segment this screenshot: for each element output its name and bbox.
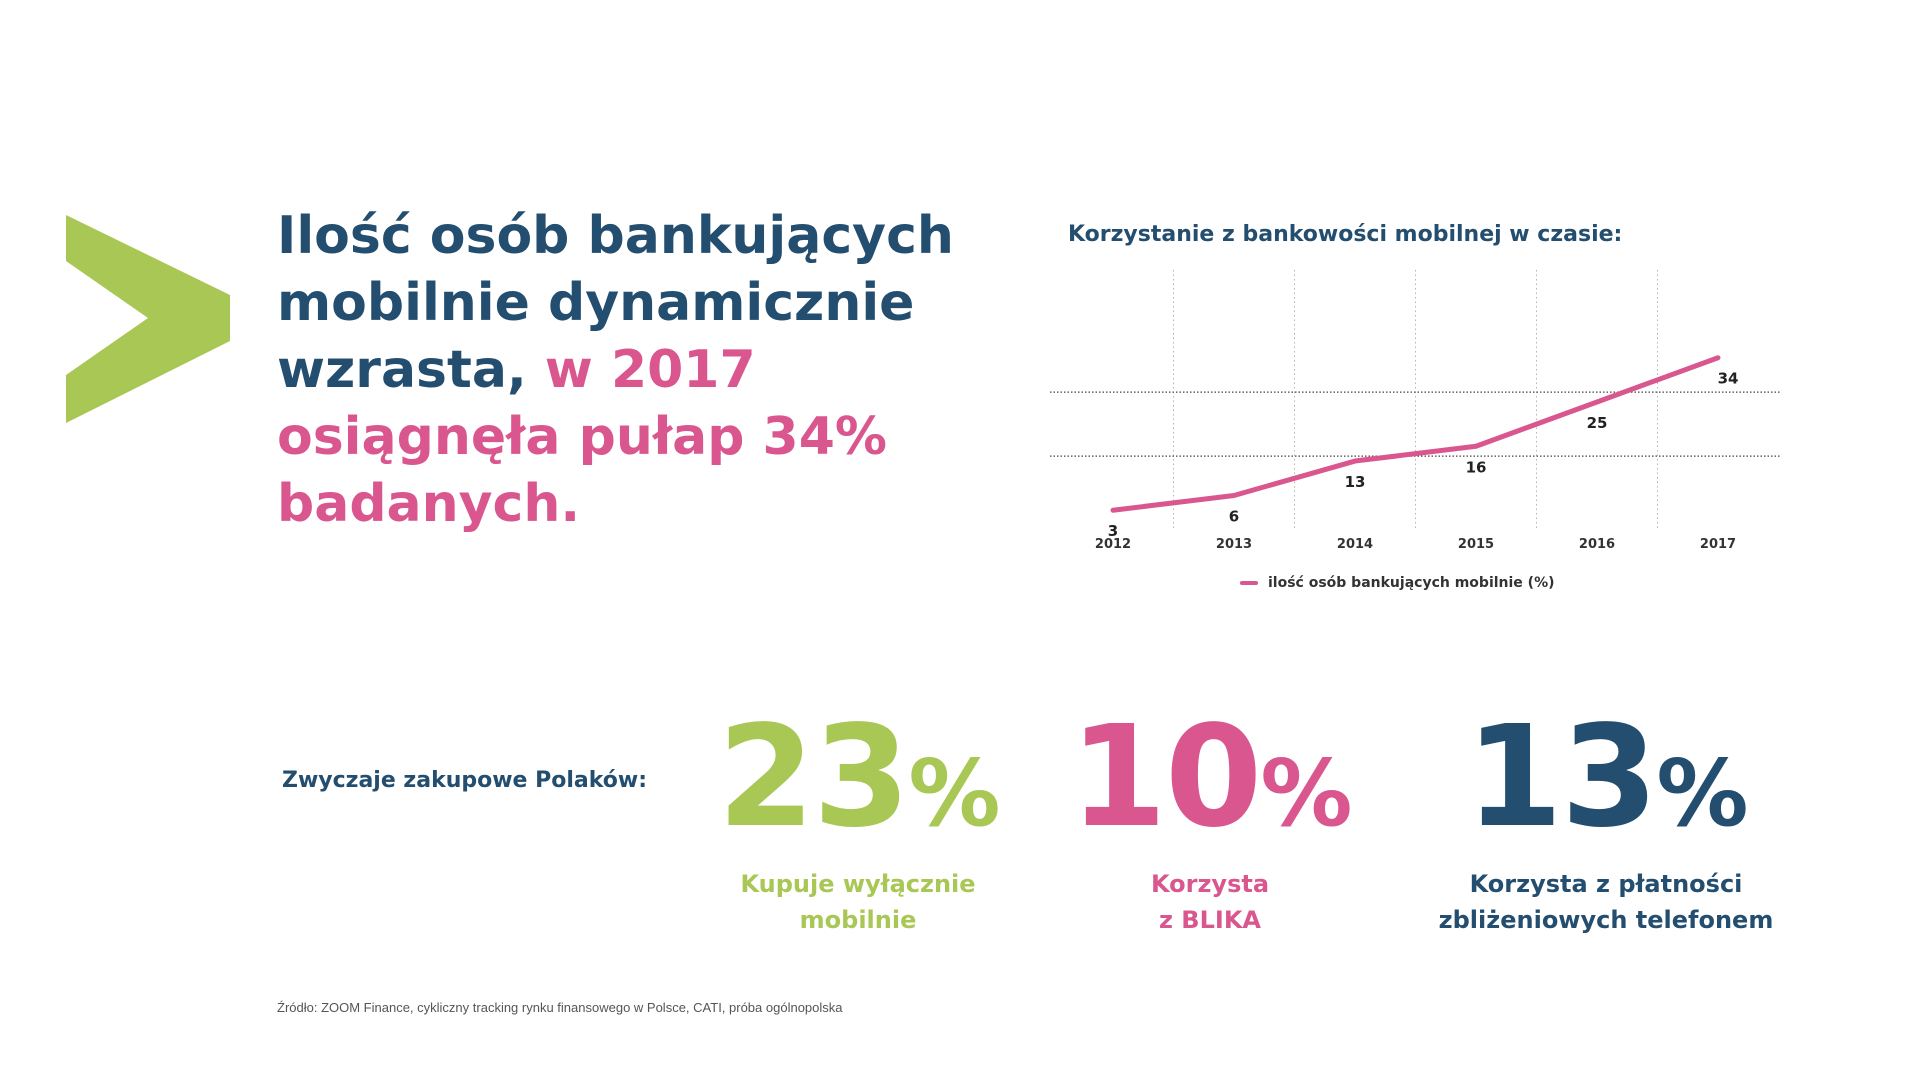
chart-legend: ilość osób bankujących mobilnie (%) — [1240, 572, 1555, 594]
stat-value: 10% — [1069, 696, 1352, 859]
x-tick-label: 2012 — [1095, 537, 1131, 552]
x-axis-tick-labels: 2012 2013 2014 2015 2016 2017 — [1095, 537, 1736, 552]
source-note: Źródło: ZOOM Finance, cykliczny tracking… — [277, 1000, 843, 1015]
x-tick-label: 2013 — [1216, 537, 1252, 552]
vertical-gridlines — [1173, 270, 1658, 530]
data-label: 34 — [1718, 370, 1739, 388]
stat-value: 13% — [1465, 696, 1748, 859]
stat-description: Korzysta z płatności zbliżeniowych telefo… — [1438, 870, 1774, 934]
chart-title: Korzystanie z bankowości mobilnej w czas… — [1068, 222, 1623, 247]
data-label: 3 — [1108, 522, 1118, 540]
series-line-mobile-banking — [1110, 355, 1721, 513]
headline-part2: w 2017 osiągnęła pułap 34% badanych. — [277, 340, 888, 534]
x-tick-label: 2016 — [1579, 537, 1615, 552]
shopping-habits-label: Zwyczaje zakupowe Polaków: — [282, 768, 648, 793]
data-label: 6 — [1229, 507, 1239, 525]
legend-swatch — [1240, 581, 1258, 585]
stat-contactless: 13% Korzysta z płatności zbliżeniowych te… — [1416, 708, 1796, 938]
line-chart: 3 6 13 16 25 34 2012 2013 2014 2015 2016 2017 — [1050, 270, 1780, 552]
legend-label: ilość osób bankujących mobilnie (%) — [1268, 575, 1555, 591]
chevron-arrow-icon — [66, 215, 230, 423]
x-tick-label: 2017 — [1700, 537, 1736, 552]
stat-description: Korzysta z BLIKA — [1150, 870, 1270, 934]
data-labels: 3 6 13 16 25 34 — [1108, 370, 1739, 541]
headline: Ilość osób bankujących mobilnie dynamicz… — [277, 203, 1037, 538]
data-label: 25 — [1587, 414, 1608, 432]
data-label: 13 — [1345, 473, 1366, 491]
stat-description: Kupuje wyłącznie mobilnie — [740, 870, 976, 934]
x-tick-label: 2015 — [1458, 537, 1494, 552]
stat-blik: 10% Korzysta z BLIKA — [1020, 708, 1400, 938]
stat-mobile-only: 23% Kupuje wyłącznie mobilnie — [668, 708, 1048, 938]
stat-value: 23% — [717, 696, 1000, 859]
x-tick-label: 2014 — [1337, 537, 1373, 552]
data-label: 16 — [1466, 458, 1487, 476]
headline-part1: Ilość osób bankujących mobilnie dynamicz… — [277, 206, 954, 400]
